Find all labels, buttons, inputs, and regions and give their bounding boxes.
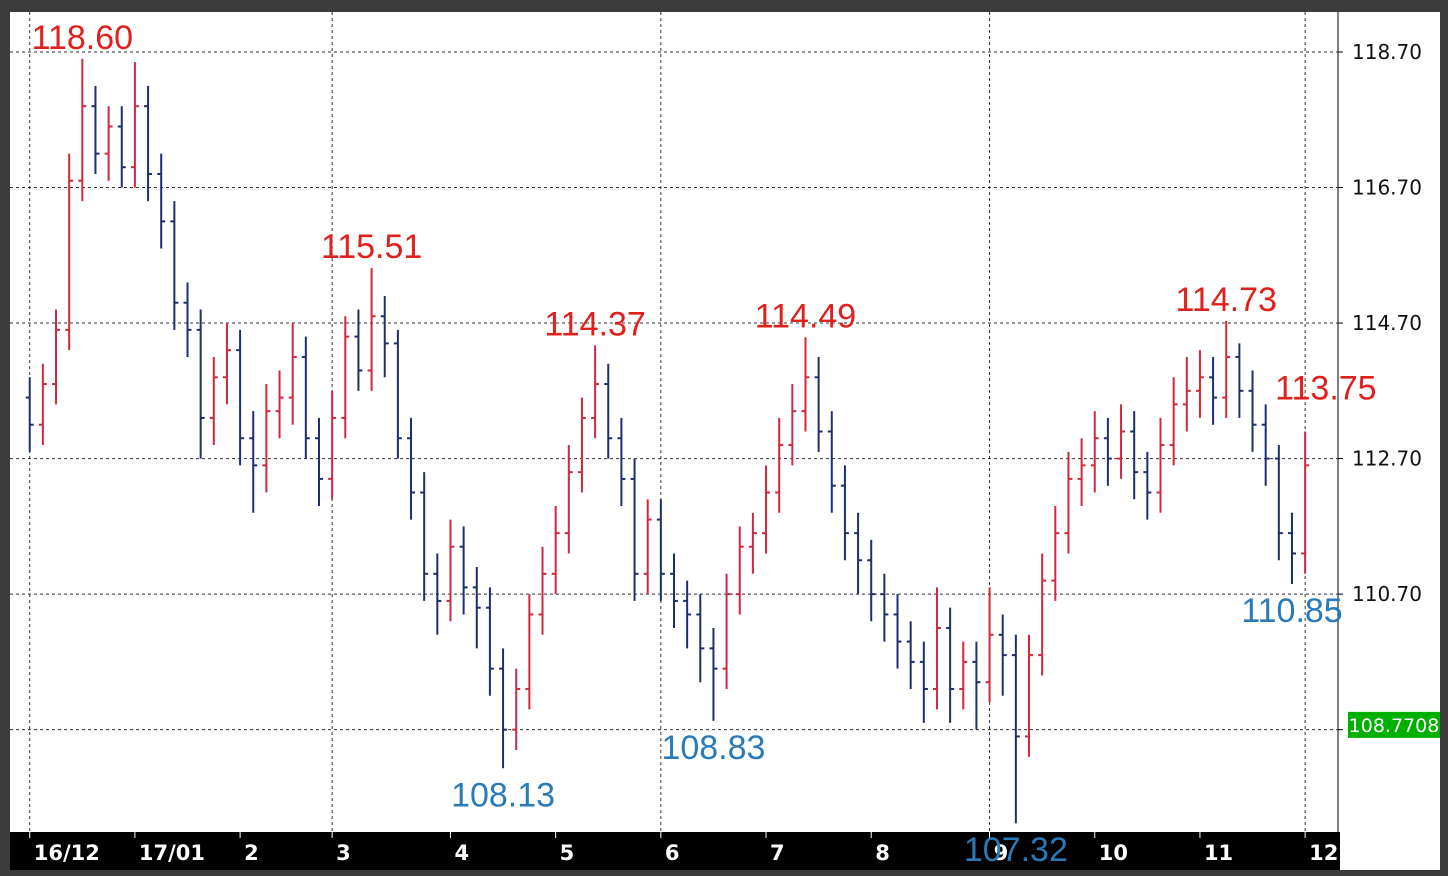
- x-tick-label: 5: [560, 841, 575, 865]
- time-axis-area: [10, 832, 1340, 870]
- price-annotation: 118.60: [32, 19, 133, 57]
- price-annotation: 113.75: [1275, 369, 1376, 407]
- y-tick-label: 118.70: [1352, 40, 1422, 64]
- plot-area: [10, 12, 1340, 834]
- y-tick-label: 112.70: [1352, 447, 1422, 471]
- x-tick-label: 8: [875, 841, 890, 865]
- price-annotation: 108.13: [451, 776, 555, 814]
- price-axis-area: [1340, 12, 1440, 870]
- x-tick-label: 3: [336, 841, 351, 865]
- y-tick-label: 110.70: [1352, 582, 1422, 606]
- y-tick-label: 116.70: [1352, 176, 1422, 200]
- price-annotation: 110.85: [1241, 592, 1342, 630]
- y-tick-label: 114.70: [1352, 311, 1422, 335]
- price-annotation: 107.32: [964, 831, 1068, 869]
- price-annotation: 114.37: [544, 305, 645, 343]
- x-tick-label: 4: [454, 841, 469, 865]
- x-tick-label: 2: [244, 841, 259, 865]
- current-price-label: 108.7708: [1349, 715, 1440, 737]
- x-tick-label: 7: [770, 841, 785, 865]
- x-tick-label: 10: [1099, 841, 1128, 865]
- x-tick-label: 11: [1204, 841, 1233, 865]
- x-tick-label: 6: [665, 841, 680, 865]
- x-tick-label: 12: [1309, 841, 1338, 865]
- x-tick-label: 9: [994, 841, 1009, 865]
- price-annotation: 108.83: [661, 729, 765, 767]
- x-tick-label: 16/12: [34, 841, 100, 865]
- current-price-box: [1348, 711, 1440, 738]
- price-annotation: 114.49: [755, 297, 856, 335]
- price-annotation: 115.51: [321, 228, 422, 266]
- x-tick-label: 17/01: [139, 841, 205, 865]
- price-annotation: 114.73: [1176, 281, 1277, 319]
